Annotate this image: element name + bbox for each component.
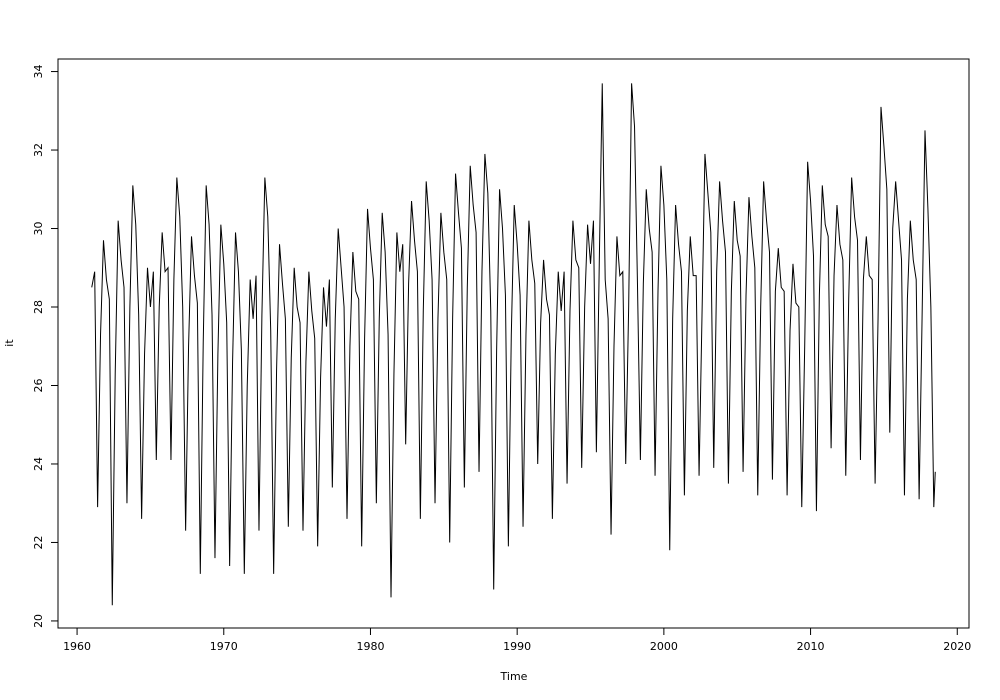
y-tick-label: 32 bbox=[32, 143, 45, 157]
x-tick-label: 1990 bbox=[503, 640, 531, 653]
y-tick-label: 26 bbox=[32, 378, 45, 392]
plot-frame bbox=[57, 58, 970, 629]
y-tick-label: 20 bbox=[32, 614, 45, 628]
x-tick-label: 1970 bbox=[210, 640, 238, 653]
series-line bbox=[91, 83, 936, 606]
y-tick-label: 34 bbox=[32, 65, 45, 79]
y-tick-label: 22 bbox=[32, 535, 45, 549]
y-tick-label: 30 bbox=[32, 222, 45, 236]
x-tick-label: 2020 bbox=[943, 640, 971, 653]
y-tick-label: 28 bbox=[32, 300, 45, 314]
x-tick-label: 1960 bbox=[63, 640, 91, 653]
x-axis-label: Time bbox=[500, 670, 528, 683]
x-tick-label: 2000 bbox=[650, 640, 678, 653]
y-axis-label: it bbox=[3, 339, 16, 347]
x-tick-label: 1980 bbox=[356, 640, 384, 653]
x-tick-label: 2010 bbox=[797, 640, 825, 653]
y-tick-label: 24 bbox=[32, 457, 45, 471]
